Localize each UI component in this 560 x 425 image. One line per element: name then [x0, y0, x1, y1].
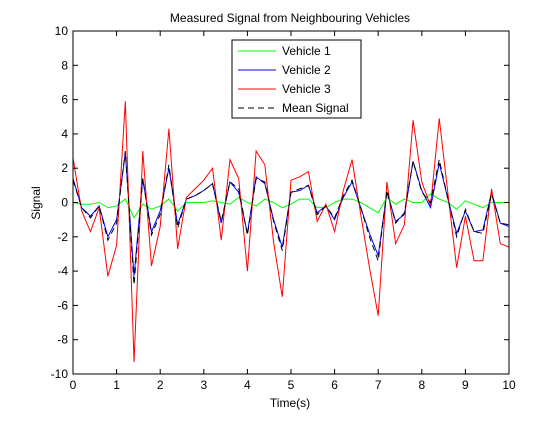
series-line-4: [72, 150, 510, 285]
y-tick-label: -2: [57, 230, 68, 244]
x-tick-label: 2: [157, 378, 164, 392]
series-lines: [72, 101, 510, 363]
y-tick-label: 4: [61, 127, 68, 141]
series-line-3: [72, 101, 510, 363]
y-axis-label: Signal: [29, 186, 43, 219]
y-tick-label: 0: [61, 196, 68, 210]
x-tick-label: 1: [113, 378, 120, 392]
legend-box: [231, 39, 362, 119]
y-tick-label: -10: [51, 367, 69, 381]
legend: Vehicle 1 Vehicle 2 Vehicle 3 Mean Signal: [231, 39, 362, 119]
y-tick-label: -6: [57, 298, 68, 312]
y-tick-label: 10: [55, 24, 69, 38]
series-line-1: [72, 193, 509, 219]
x-tick-label: 8: [418, 378, 425, 392]
ticks: 0 1 2 3 4 5 6 7 8 9 10 -10 -8 -6 -4 -2 0 2 4 6 8 10: [51, 24, 516, 392]
y-tick-label: 6: [61, 93, 68, 107]
x-tick-label: 0: [70, 378, 77, 392]
y-tick-label: -8: [57, 333, 68, 347]
legend-label: Vehicle 3: [282, 82, 331, 96]
legend-label: Vehicle 2: [282, 63, 331, 77]
chart-title: Measured Signal from Neighbouring Vehicl…: [170, 11, 410, 25]
legend-label: Vehicle 1: [282, 44, 331, 58]
y-tick-label: 8: [61, 58, 68, 72]
x-tick-label: 4: [244, 378, 251, 392]
y-tick-label: 2: [61, 161, 68, 175]
y-tick-label: -4: [57, 264, 68, 278]
x-tick-label: 10: [502, 378, 516, 392]
legend-label: Mean Signal: [282, 101, 349, 115]
x-tick-label: 6: [331, 378, 338, 392]
x-tick-label: 9: [462, 378, 469, 392]
x-tick-label: 5: [288, 378, 295, 392]
x-axis-label: Time(s): [270, 396, 310, 410]
x-tick-label: 3: [200, 378, 207, 392]
x-tick-label: 7: [375, 378, 382, 392]
